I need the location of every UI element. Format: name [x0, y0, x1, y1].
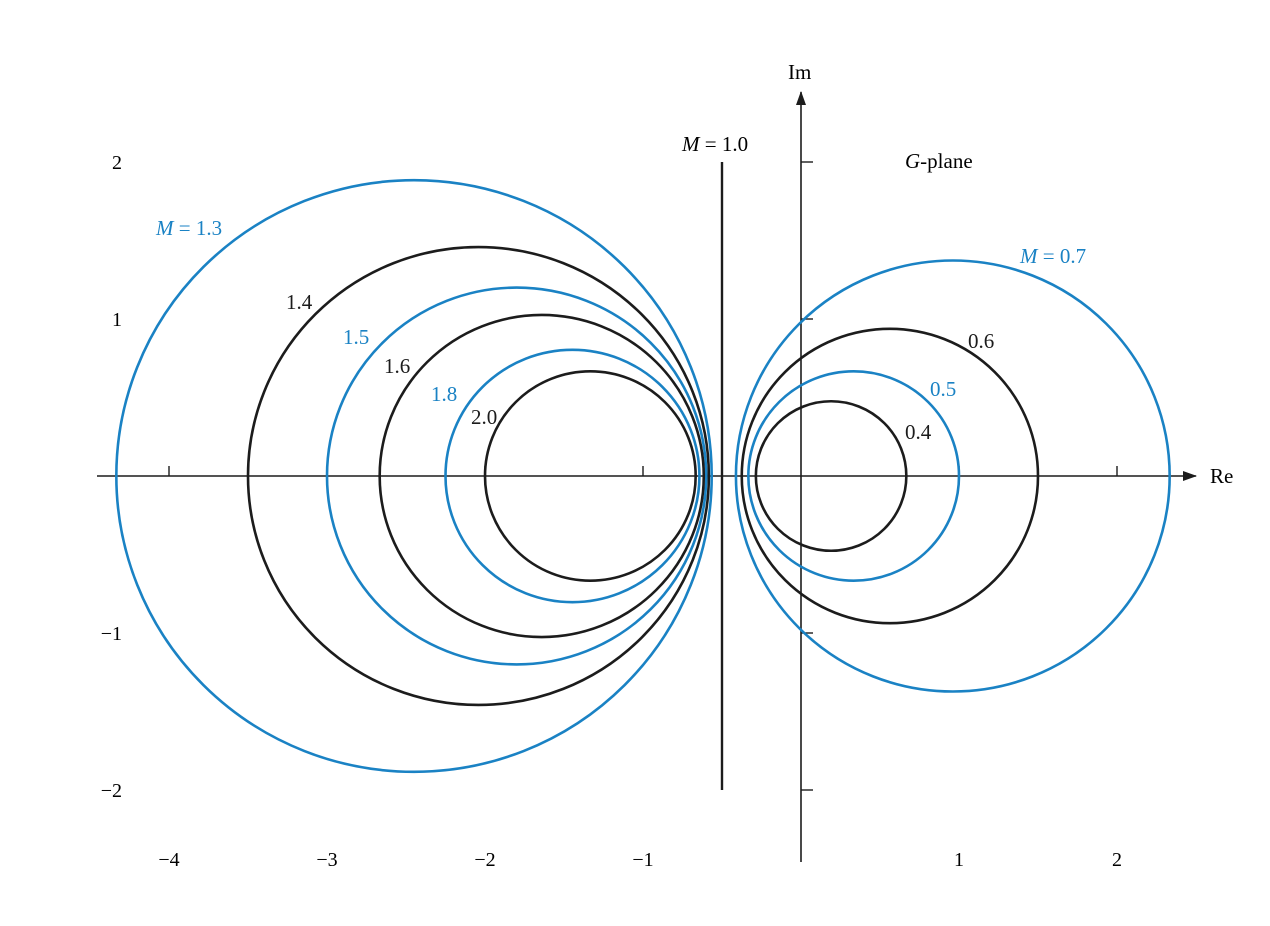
- x-tick-label: −2: [474, 849, 495, 871]
- label-m-1-5: 1.5: [343, 325, 369, 349]
- real-axis-label: Re: [1210, 464, 1233, 488]
- label-m-1-6: 1.6: [384, 354, 410, 378]
- y-tick-label: −1: [101, 623, 122, 645]
- g-plane-suffix: -plane: [920, 149, 972, 173]
- label-m-1-3: M = 1.3: [155, 216, 222, 240]
- x-tick-label: −4: [158, 849, 179, 871]
- x-tick-label: −3: [316, 849, 337, 871]
- m-1-0-label: M = 1.0: [681, 132, 748, 156]
- label-m-1-8: 1.8: [431, 382, 457, 406]
- x-tick-label: 1: [954, 849, 964, 871]
- x-tick-label: 2: [1112, 849, 1122, 871]
- label-m-0-5: 0.5: [930, 377, 956, 401]
- g-plane-label: G-plane: [905, 149, 973, 173]
- label-m-0-4: 0.4: [905, 420, 932, 444]
- x-tick-label: −1: [632, 849, 653, 871]
- label-m-2: 2.0: [471, 405, 497, 429]
- y-tick-label: 1: [112, 309, 122, 331]
- g-plane-letter: G: [905, 149, 920, 173]
- label-m-0-6: 0.6: [968, 329, 994, 353]
- y-tick-label: −2: [101, 780, 122, 802]
- y-tick-label: 2: [112, 152, 122, 174]
- constant-m-circle-labels: M = 1.3 1.4 1.5 1.6 1.8 2.0 M = 0.7 0.6 0.5 0.4: [155, 216, 1086, 444]
- label-m-1-4: 1.4: [286, 290, 313, 314]
- label-m-0-7: M = 0.7: [1019, 244, 1086, 268]
- imaginary-axis-label: Im: [788, 60, 811, 84]
